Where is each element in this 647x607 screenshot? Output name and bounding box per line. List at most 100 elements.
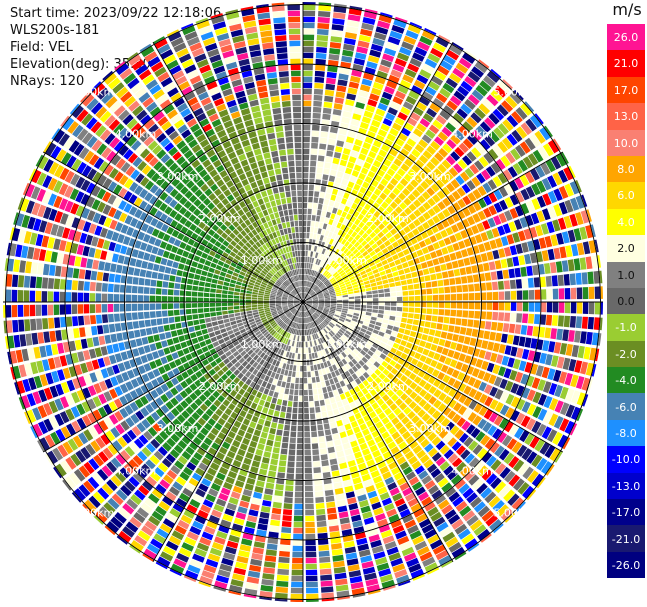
range-gate-cell <box>437 279 444 287</box>
range-gate-cell <box>468 457 480 469</box>
range-gate-cell <box>421 30 436 41</box>
range-gate-cell <box>145 270 152 278</box>
range-gate-cell <box>506 334 514 345</box>
range-gate-cell <box>362 17 376 25</box>
range-gate-cell <box>346 93 357 101</box>
range-gate-cell <box>553 247 561 260</box>
range-gate-cell <box>396 238 405 245</box>
range-gate-cell <box>338 128 348 136</box>
range-gate-cell <box>524 362 533 373</box>
range-gate-cell <box>515 144 526 157</box>
range-gate-cell <box>514 177 524 189</box>
range-gate-cell <box>360 340 367 346</box>
range-gate-cell <box>317 273 321 279</box>
range-gate-cell <box>524 433 535 446</box>
range-gate-cell <box>344 423 352 431</box>
range-gate-cell <box>271 507 282 515</box>
range-gate-cell <box>270 519 280 527</box>
range-gate-cell <box>385 112 396 122</box>
range-gate-cell <box>518 255 526 266</box>
range-gate-cell <box>309 290 314 295</box>
range-gate-cell <box>257 295 264 298</box>
range-gate-cell <box>311 377 316 383</box>
range-gate-cell <box>343 173 351 181</box>
range-gate-cell <box>554 400 564 413</box>
range-gate-cell <box>316 514 326 521</box>
range-gate-cell <box>452 242 460 251</box>
range-gate-cell <box>355 431 363 439</box>
range-gate-cell <box>422 150 433 160</box>
range-gate-cell <box>343 378 350 385</box>
range-gate-cell <box>545 354 553 366</box>
range-gate-cell <box>336 305 343 308</box>
range-gate-cell <box>442 197 451 207</box>
range-gate-cell <box>371 286 378 291</box>
range-gate-cell <box>218 275 225 281</box>
range-gate-cell <box>326 150 334 157</box>
range-gate-cell <box>492 342 500 353</box>
range-gate-cell <box>382 279 389 285</box>
range-gate-cell <box>166 338 174 346</box>
range-gate-cell <box>104 334 112 344</box>
range-gate-cell <box>456 310 463 317</box>
range-gate-cell <box>29 304 36 317</box>
range-gate-cell <box>353 58 365 66</box>
range-gate-cell <box>331 371 337 378</box>
range-gate-cell <box>600 302 603 315</box>
range-gate-cell <box>376 562 390 572</box>
range-gate-cell <box>392 271 399 277</box>
range-gate-cell <box>428 172 438 182</box>
range-gate-cell <box>305 335 308 342</box>
range-gate-cell <box>489 331 496 341</box>
range-gate-cell <box>536 423 547 437</box>
range-gate-cell <box>299 383 303 390</box>
range-gate-cell <box>245 582 259 590</box>
range-gate-cell <box>354 451 363 459</box>
range-gate-cell <box>297 323 300 330</box>
range-gate-cell <box>147 335 155 344</box>
range-gate-cell <box>246 290 252 294</box>
range-gate-cell <box>307 329 310 335</box>
range-gate-cell <box>267 433 275 441</box>
range-gate-cell <box>329 245 335 252</box>
range-gate-cell <box>453 402 462 412</box>
range-gate-cell <box>306 281 309 287</box>
range-gate-cell <box>303 365 307 372</box>
range-gate-cell <box>384 476 395 486</box>
range-gate-cell <box>365 104 376 113</box>
range-gate-cell <box>330 298 337 301</box>
range-gate-cell <box>55 330 62 341</box>
range-gate-cell <box>529 114 542 128</box>
range-gate-cell <box>343 349 350 356</box>
range-gate-cell <box>543 395 553 409</box>
range-gate-cell <box>405 420 414 430</box>
range-gate-cell <box>203 297 210 302</box>
range-gate-cell <box>318 222 324 229</box>
range-gate-cell <box>364 333 371 339</box>
range-gate-cell <box>305 509 315 516</box>
range-gate-cell <box>342 385 349 393</box>
range-gate-cell <box>209 298 216 302</box>
range-gate-cell <box>430 421 440 431</box>
range-gate-cell <box>377 206 385 214</box>
range-gate-cell <box>443 278 450 286</box>
range-gate-cell <box>361 387 369 395</box>
range-gate-cell <box>331 24 344 31</box>
range-gate-cell <box>328 312 335 316</box>
range-gate-cell <box>411 189 421 198</box>
range-gate-cell <box>490 89 503 102</box>
range-gate-cell <box>346 200 353 208</box>
range-gate-cell <box>296 455 303 462</box>
range-gate-cell <box>306 302 313 305</box>
range-gate-cell <box>448 514 461 525</box>
range-gate-cell <box>295 335 298 341</box>
range-gate-cell <box>472 274 480 283</box>
range-gate-cell <box>325 317 331 322</box>
range-gate-cell <box>339 380 346 387</box>
range-gate-cell <box>467 275 474 283</box>
range-gate-cell <box>215 264 223 271</box>
range-gate-cell <box>312 112 321 119</box>
range-gate-cell <box>438 429 449 439</box>
range-gate-cell <box>428 484 439 495</box>
range-gate-cell <box>263 302 269 305</box>
